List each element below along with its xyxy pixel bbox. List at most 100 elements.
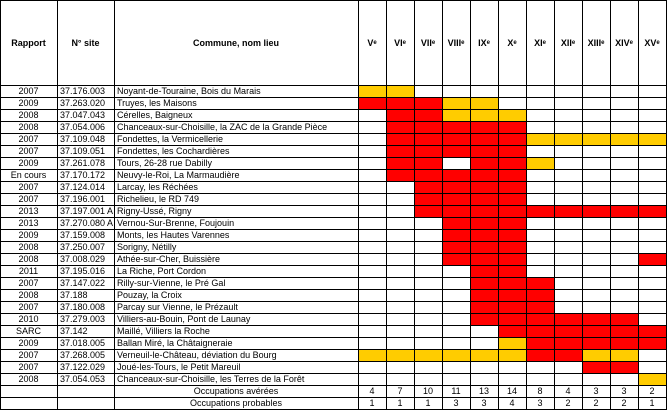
occupation-averee-cell [470, 301, 499, 314]
rapport-cell: 2007 [18, 194, 39, 204]
occupation-averee-cell [498, 325, 527, 338]
occupation-averee-cell [498, 169, 527, 182]
totals-value: 4 [509, 398, 515, 408]
site-number-cell: 37.109.051 [60, 146, 106, 156]
occupation-averee-cell [442, 169, 471, 182]
site-number-cell: 37.054.053 [60, 374, 106, 384]
occupation-averee-cell [442, 145, 471, 158]
totals-value: 13 [478, 386, 489, 396]
totals-value: 3 [593, 386, 599, 396]
header-century: XV e [644, 37, 660, 48]
occupation-probable-cell [470, 97, 499, 110]
commune-cell: Sorigny, Nétilly [117, 242, 177, 252]
header-century: VIII e [447, 37, 465, 48]
occupation-averee-cell [498, 301, 527, 314]
grid-line [0, 337, 667, 338]
occupation-averee-cell [610, 361, 639, 374]
occupation-averee-cell [442, 205, 471, 218]
rapport-cell: 2007 [18, 134, 39, 144]
occupation-averee-cell [554, 337, 583, 350]
commune-cell: Larcay, les Réchées [117, 182, 198, 192]
grid-line [0, 217, 667, 218]
occupation-averee-cell [610, 337, 639, 350]
occupation-averee-cell [386, 121, 415, 134]
occupation-averee-cell [470, 241, 499, 254]
grid-line [0, 325, 667, 326]
commune-cell: Tours, 26-28 rue Dabilly [117, 158, 213, 168]
grid-line [358, 0, 359, 410]
site-number-cell: 37.196.001 [60, 194, 106, 204]
rapport-cell: 2007 [18, 182, 39, 192]
grid-line [0, 85, 667, 86]
occupation-probable-cell [638, 373, 667, 386]
occupation-averee-cell [470, 277, 499, 290]
occupation-averee-cell [414, 193, 443, 206]
totals-value: 1 [369, 398, 375, 408]
occupation-averee-cell [470, 169, 499, 182]
occupation-averee-cell [638, 337, 667, 350]
occupation-averee-cell [442, 217, 471, 230]
totals-value: 2 [565, 398, 571, 408]
occupation-averee-cell [386, 133, 415, 146]
site-number-cell: 37.170.172 [60, 170, 106, 180]
site-number-cell: 37.054.006 [60, 122, 106, 132]
grid-line [0, 241, 667, 242]
century-roman: XIV [615, 37, 630, 48]
occupation-averee-cell [498, 145, 527, 158]
commune-cell: Neuvy-le-Roi, La Marmaudière [117, 170, 240, 180]
header-site: N° site [71, 37, 100, 48]
occupation-probable-cell [442, 97, 471, 110]
totals-value: 11 [451, 386, 461, 396]
header-century: VII e [420, 37, 436, 48]
occupation-averee-cell [414, 109, 443, 122]
occupation-averee-cell [526, 277, 555, 290]
occupation-averee-cell [638, 325, 667, 338]
site-number-cell: 37.008.029 [60, 254, 106, 264]
occupation-averee-cell [442, 181, 471, 194]
rapport-cell: 2007 [18, 86, 39, 96]
grid-line [0, 373, 667, 374]
grid-line [610, 0, 611, 410]
occupation-averee-cell [498, 229, 527, 242]
site-number-cell: 37.261.078 [60, 158, 106, 168]
totals-value: 10 [422, 386, 433, 396]
totals-value: 2 [649, 386, 655, 396]
occupation-averee-cell [498, 277, 527, 290]
totals-value: 3 [481, 398, 487, 408]
occupation-averee-cell [470, 181, 499, 194]
occupation-averee-cell [442, 253, 471, 266]
occupation-probable-cell [498, 349, 527, 362]
occupation-averee-cell [414, 169, 443, 182]
occupation-averee-cell [414, 121, 443, 134]
occupation-averee-cell [638, 205, 667, 218]
occupation-averee-cell [498, 157, 527, 170]
century-roman: IX [478, 37, 487, 48]
grid-line [0, 157, 667, 158]
occupation-averee-cell [498, 217, 527, 230]
grid-line [0, 313, 667, 314]
totals-value: 1 [649, 398, 655, 408]
commune-cell: Fondettes, les Cochardières [117, 146, 230, 156]
commune-cell: Monts, les Hautes Varennes [117, 230, 230, 240]
occupation-averee-cell [470, 157, 499, 170]
grid-line [442, 0, 443, 410]
occupation-averee-cell [386, 97, 415, 110]
grid-line [0, 301, 667, 302]
occupation-averee-cell [554, 313, 583, 326]
occupation-averee-cell [498, 193, 527, 206]
site-number-cell: 37.124.014 [60, 182, 106, 192]
commune-cell: Chanceaux-sur-Choisille, les Terres de l… [117, 374, 305, 384]
header-commune: Commune, nom lieu [192, 37, 279, 48]
occupation-averee-cell [498, 133, 527, 146]
rapport-cell: 2007 [18, 146, 39, 156]
commune-cell: Joué-les-Tours, le Petit Mareuil [117, 362, 241, 372]
occupation-averee-cell [610, 313, 639, 326]
grid-line [0, 277, 667, 278]
site-number-cell: 37.250.007 [60, 242, 106, 252]
totals-value: 4 [369, 386, 375, 396]
occupation-averee-cell [498, 313, 527, 326]
occupation-averee-cell [526, 313, 555, 326]
occupation-averee-cell [414, 205, 443, 218]
grid-line [666, 0, 667, 410]
occupation-probable-cell [610, 133, 639, 146]
